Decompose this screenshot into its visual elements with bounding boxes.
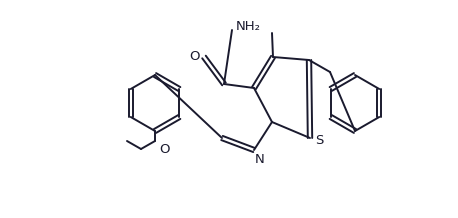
Text: O: O — [159, 143, 169, 156]
Text: O: O — [190, 51, 200, 63]
Text: NH₂: NH₂ — [236, 20, 261, 34]
Text: N: N — [255, 153, 265, 166]
Text: S: S — [315, 133, 323, 146]
